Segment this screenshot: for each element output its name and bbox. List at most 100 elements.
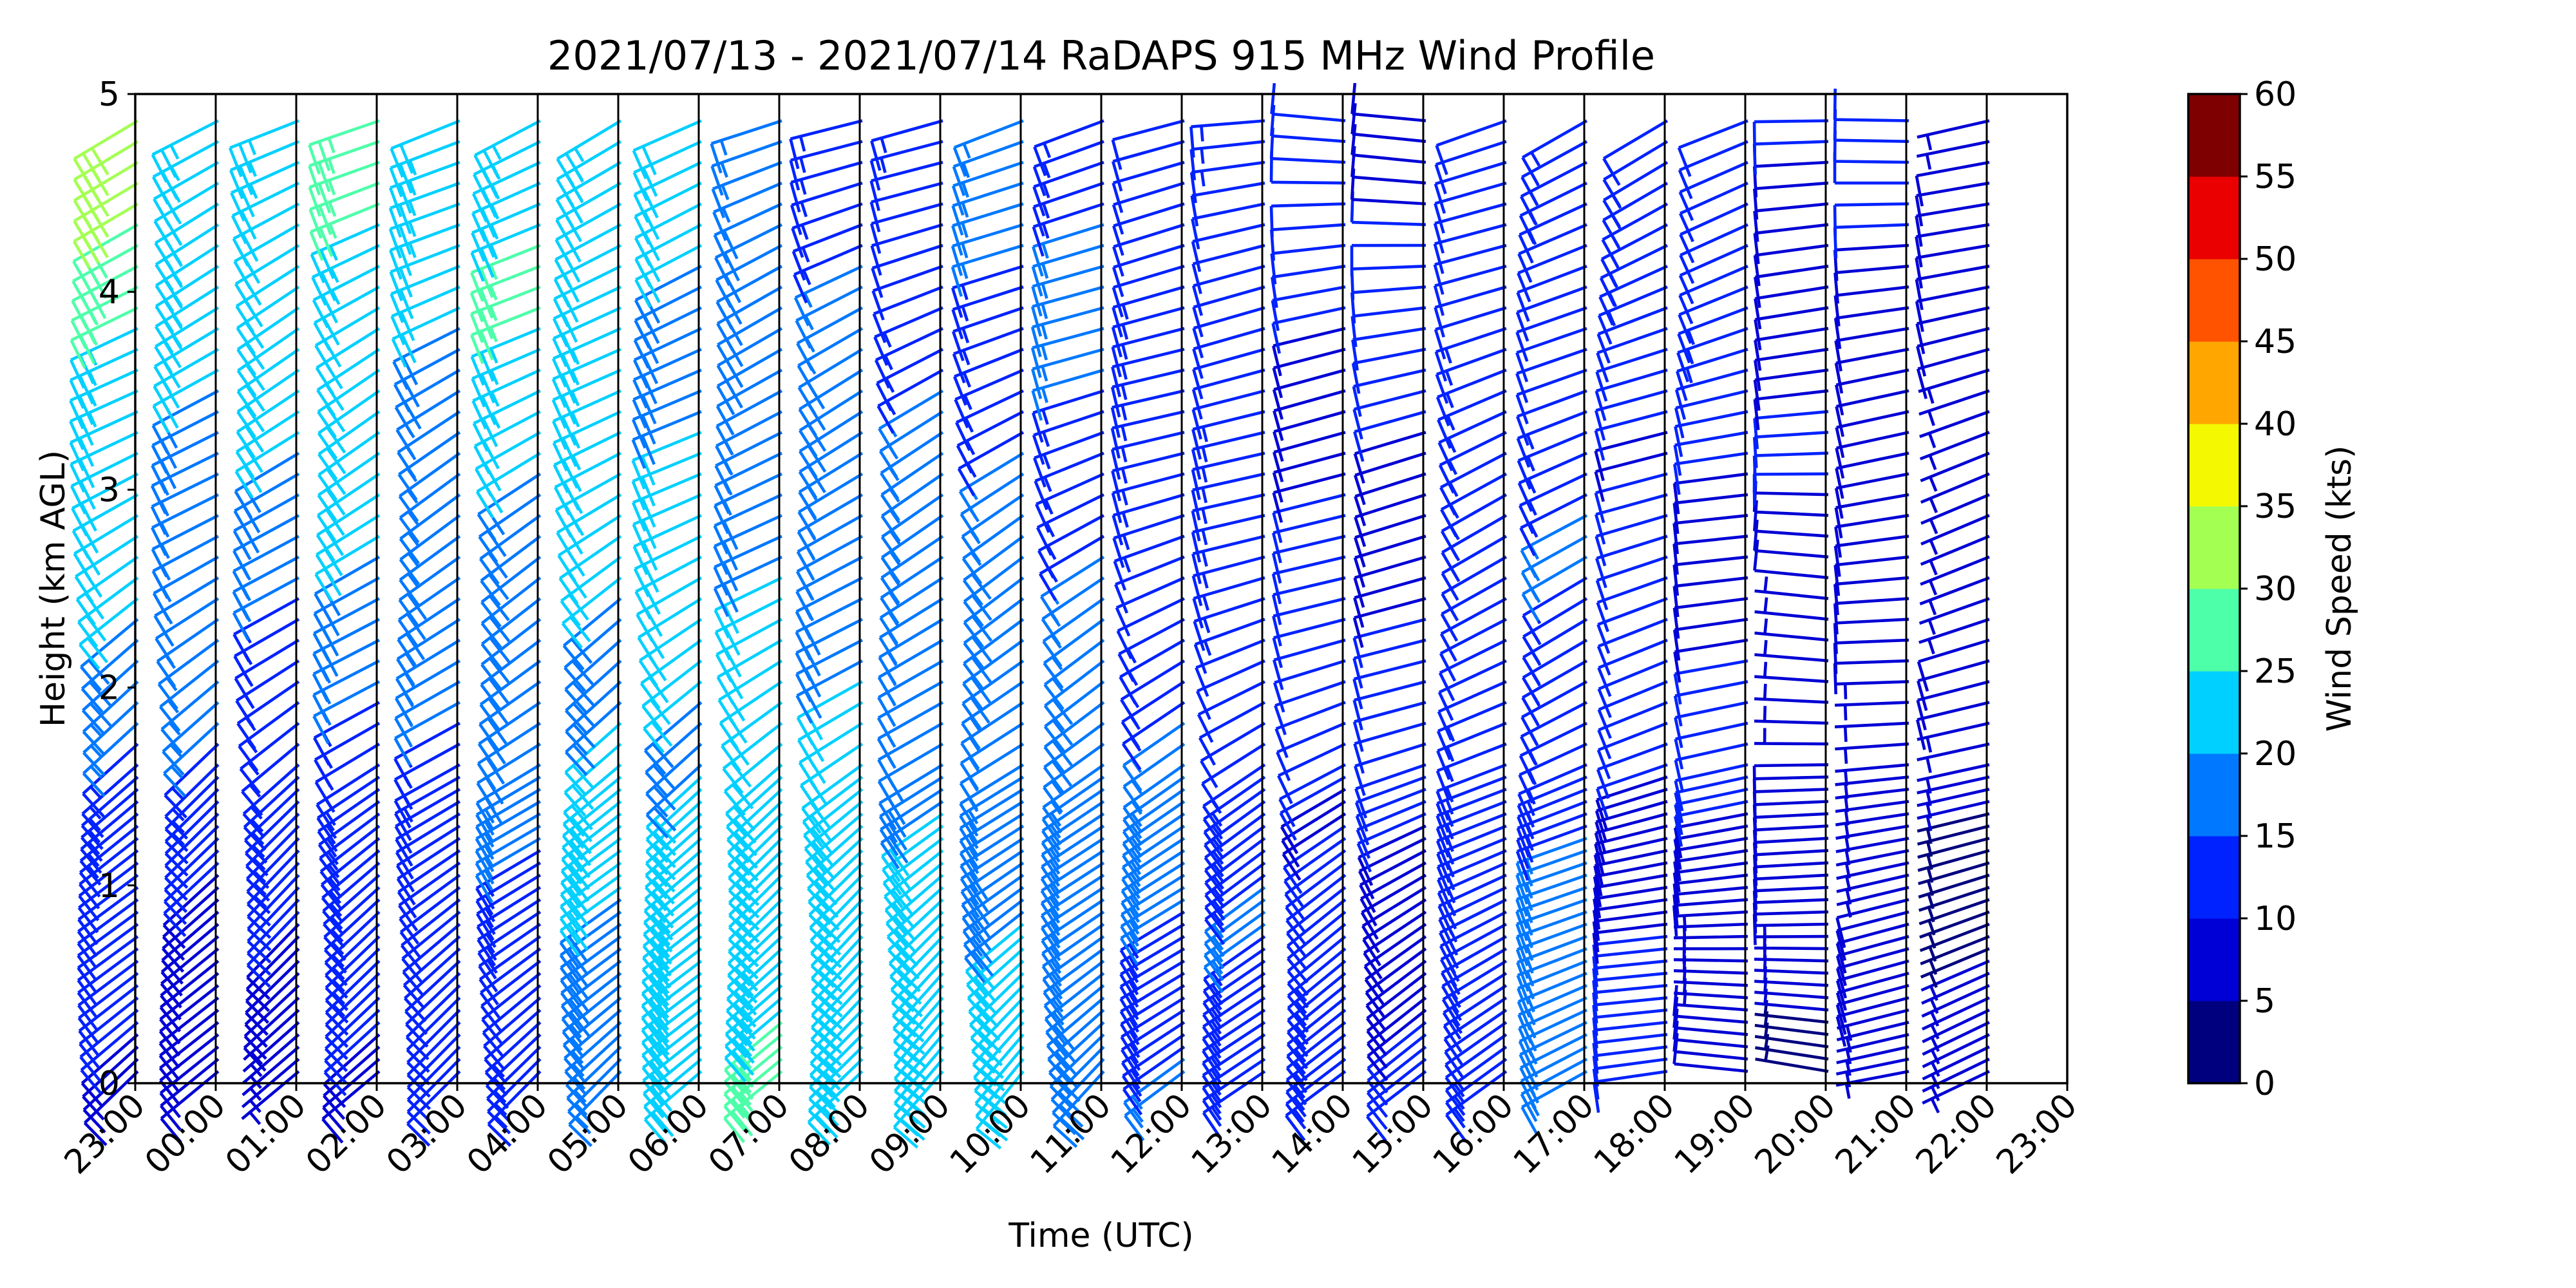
wind-barb <box>1191 451 1265 500</box>
wind-barb <box>154 285 220 354</box>
wind-barb <box>631 389 702 449</box>
wind-barb <box>1353 431 1426 484</box>
wind-barb <box>724 984 783 1059</box>
wind-barb <box>160 935 220 1009</box>
wind-barb <box>70 431 138 493</box>
wind-barb <box>567 1057 622 1135</box>
wind-barb <box>1192 306 1265 359</box>
wind-barb <box>1203 911 1266 981</box>
wind-barb <box>1596 597 1668 654</box>
wind-barb <box>79 824 139 898</box>
wind-barb <box>245 800 300 876</box>
wind-barb <box>1433 265 1507 316</box>
wind-barb <box>388 160 460 218</box>
wind-barb <box>1436 824 1507 883</box>
wind-barb <box>1678 160 1748 222</box>
wind-barb <box>1032 182 1104 237</box>
wind-barb <box>247 874 300 952</box>
wind-barb <box>1279 775 1347 841</box>
wind-barb <box>1203 923 1266 994</box>
wind-barb <box>1834 327 1909 372</box>
wind-barb <box>561 800 622 873</box>
wind-barb <box>154 202 220 270</box>
colorbar-bin <box>2188 424 2240 507</box>
wind-barb <box>1592 922 1668 964</box>
wind-barb <box>1752 140 1829 175</box>
wind-barb <box>1046 996 1105 1070</box>
colorbar-tick-label: 30 <box>2254 570 2297 609</box>
wind-barb <box>1916 327 1990 377</box>
wind-barb <box>1031 243 1104 297</box>
wind-barb <box>1754 683 1829 704</box>
wind-barb <box>951 223 1024 276</box>
colorbar-tick-label: 45 <box>2254 323 2297 361</box>
wind-barb <box>1111 451 1185 502</box>
wind-barb <box>82 722 139 797</box>
wind-barb <box>1352 368 1426 417</box>
wind-barb <box>69 327 138 389</box>
wind-barb <box>1112 223 1185 277</box>
wind-barb <box>1434 285 1507 338</box>
wind-barb <box>80 788 139 862</box>
wind-barb <box>246 923 300 1000</box>
wind-barb <box>1597 701 1668 759</box>
wind-barb <box>77 947 139 1019</box>
wind-barb <box>1833 109 1909 143</box>
wind-barb <box>1436 701 1507 761</box>
wind-barb <box>1515 285 1587 342</box>
wind-barb <box>1597 659 1668 718</box>
wind-barb <box>1918 898 1990 936</box>
wind-barb <box>1272 597 1346 647</box>
wind-barb <box>325 923 381 999</box>
wind-barb <box>471 348 541 408</box>
wind-barb <box>645 763 703 839</box>
wind-barb <box>246 837 300 914</box>
wind-barb <box>72 202 139 269</box>
colorbar-tick-label: 60 <box>2254 75 2297 114</box>
colorbar-bin <box>2188 836 2240 919</box>
wind-barb <box>1350 146 1426 185</box>
wind-barb <box>1366 1057 1427 1130</box>
wind-barb <box>322 862 381 936</box>
wind-barb <box>1834 348 1909 394</box>
wind-barb <box>1434 160 1507 214</box>
wind-barb <box>1352 659 1426 710</box>
wind-barb <box>1365 960 1427 1032</box>
wind-barb <box>1439 597 1508 662</box>
wind-barb <box>71 265 139 329</box>
x-axis-ticks: 23:0000:0001:0002:0003:0004:0005:0006:00… <box>57 1083 2085 1182</box>
wind-barb <box>1515 389 1587 446</box>
wind-barb <box>645 824 703 900</box>
wind-barb <box>473 119 542 184</box>
wind-barb <box>1433 223 1507 274</box>
wind-barb <box>1752 849 1829 886</box>
wind-barb <box>645 775 703 851</box>
wind-barb <box>1269 128 1346 164</box>
wind-barb <box>1435 368 1507 427</box>
wind-barb <box>1594 431 1668 482</box>
x-tick-label: 05:00 <box>540 1086 636 1182</box>
wind-barb <box>1435 743 1507 800</box>
wind-barb <box>1440 576 1508 642</box>
wind-barb <box>321 1070 381 1144</box>
wind-barb <box>1352 618 1426 668</box>
wind-barb <box>70 451 139 515</box>
wind-barb <box>1835 959 1909 1011</box>
wind-barb <box>1672 861 1748 904</box>
wind-barb <box>1752 431 1829 468</box>
wind-barb <box>1350 243 1426 277</box>
wind-barb <box>560 960 622 1032</box>
wind-barb <box>1121 824 1186 894</box>
wind-barb <box>159 960 220 1033</box>
wind-barb <box>1515 368 1587 424</box>
wind-barb <box>951 202 1024 256</box>
wind-barb <box>1112 243 1185 298</box>
wind-barb <box>469 265 541 323</box>
wind-barb <box>1202 775 1266 846</box>
wind-barb <box>1602 119 1669 186</box>
wind-barb <box>1597 638 1668 697</box>
wind-barb <box>952 348 1024 406</box>
wind-barb <box>1032 431 1104 488</box>
wind-barb <box>1918 389 1990 426</box>
wind-barb <box>480 960 542 1032</box>
